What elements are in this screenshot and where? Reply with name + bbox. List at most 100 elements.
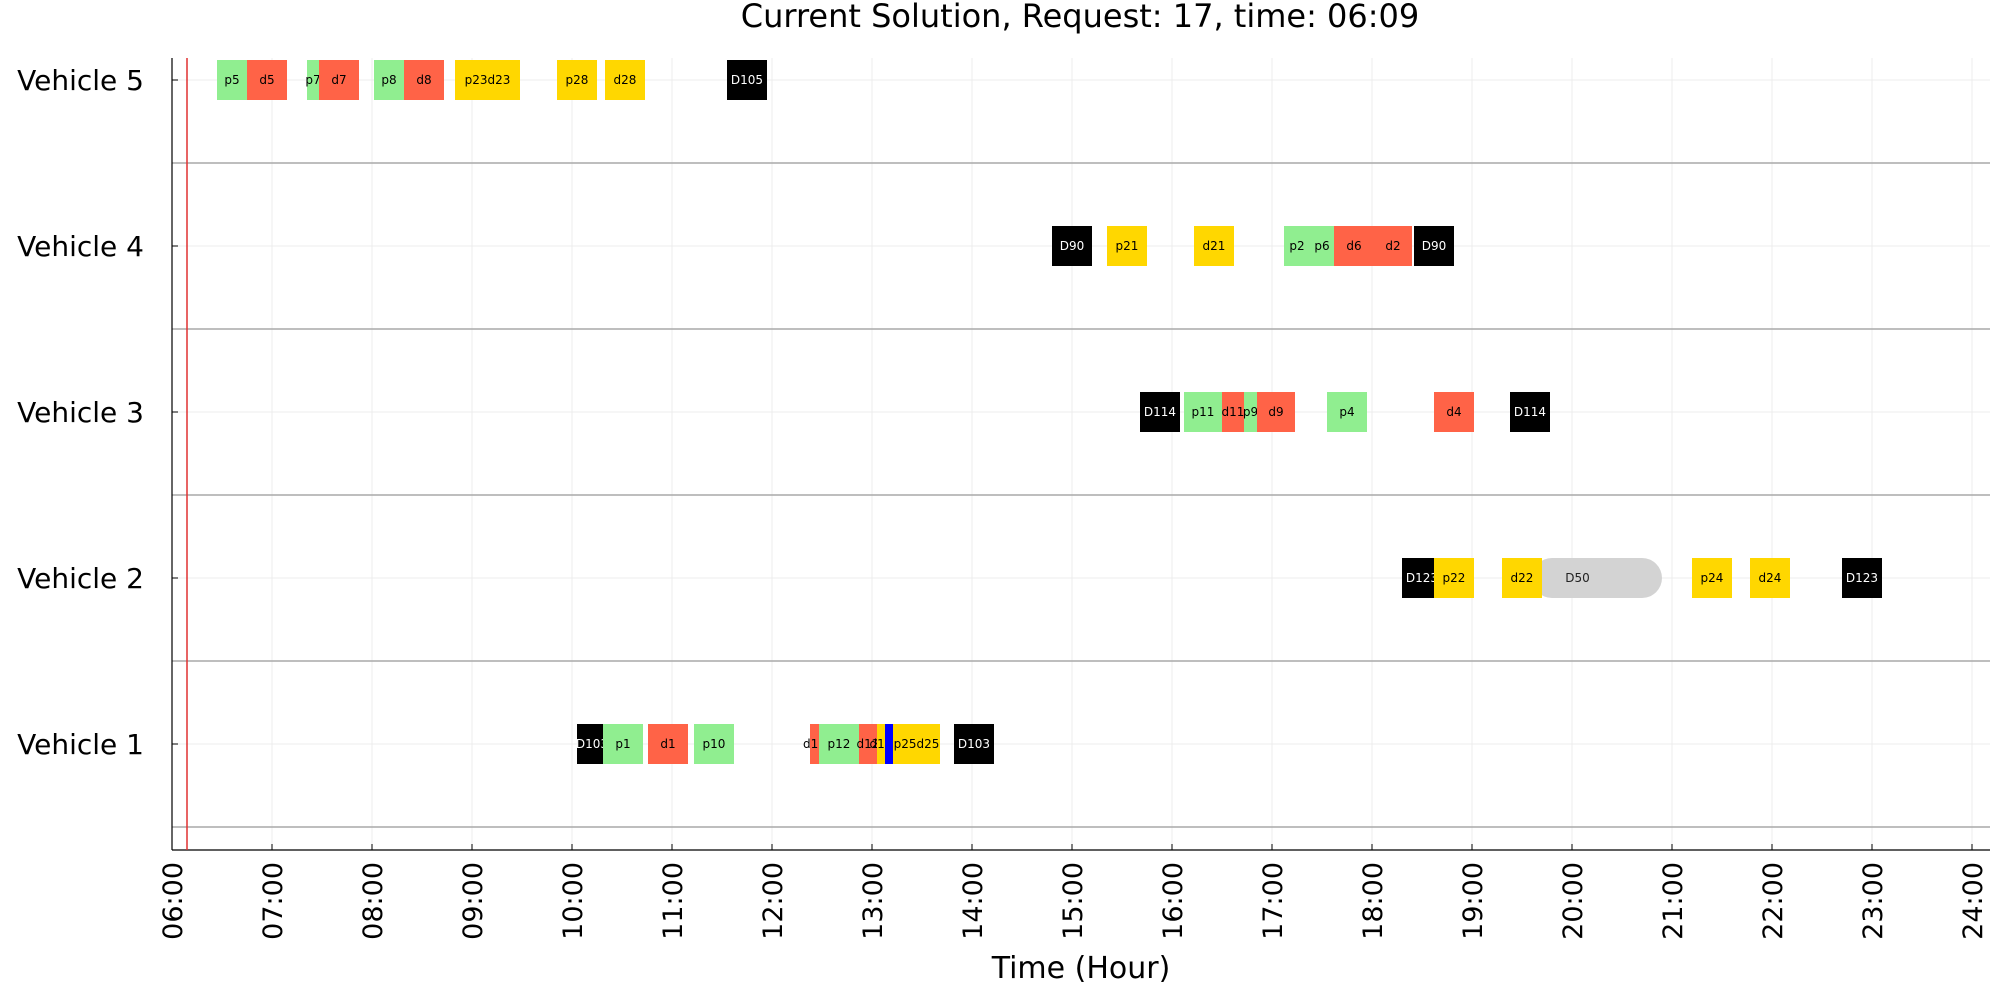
block-p24: p24 [1692,558,1732,598]
block-bar [1244,392,1257,432]
block-label: p8 [381,73,396,87]
block-label: d21 [1203,239,1226,253]
block-bar [885,724,893,764]
block-d50: D50 [1532,558,1662,598]
block-bar [557,60,597,100]
block-d6: d6 [1334,226,1374,266]
block-label: D114 [1144,405,1176,419]
block-p28: p28 [557,60,597,100]
block-p2: p2 [1284,226,1310,266]
block-d24: d24 [1750,558,1790,598]
block-p9: p9 [1243,392,1258,432]
block-bar [1434,558,1474,598]
block-d21: d21 [1194,226,1234,266]
block-label: p6 [1314,239,1329,253]
block-d8: d8 [404,60,444,100]
vehicle-label: Vehicle 5 [17,64,144,97]
block-label: p24 [1701,571,1724,585]
block-label: d9 [1268,405,1283,419]
block-bar [859,724,877,764]
block-label: d1 [660,737,675,751]
block-bar [1052,226,1092,266]
block-bar [307,60,319,100]
block-label: p28 [566,73,589,87]
block-bar [577,724,607,764]
block-d1: d1 [648,724,688,764]
block-label: D123 [1406,571,1438,585]
block-bar [819,724,859,764]
block-label: D103 [958,737,990,751]
block-p23d23: p23d23 [455,60,520,100]
block-label: D105 [731,73,763,87]
block-p10: p10 [694,724,734,764]
block-label: D123 [1846,571,1878,585]
block-p4: p4 [1327,392,1367,432]
block-marker [885,724,893,764]
block-bar [1107,226,1147,266]
x-tick-label: 08:00 [358,862,389,940]
block-label: d8 [416,73,431,87]
block-label: d28 [614,73,637,87]
x-tick-label: 13:00 [858,862,889,940]
x-tick-label: 09:00 [458,862,489,940]
x-tick-label: 22:00 [1758,862,1789,940]
block-label: D114 [1514,405,1546,419]
x-tick-label: 14:00 [958,862,989,940]
block-label: p10 [703,737,726,751]
block-d103: D103 [954,724,994,764]
block-label: p11 [1192,405,1215,419]
block-label: p4 [1339,405,1354,419]
block-label: p7 [305,73,320,87]
x-tick-label: 06:00 [158,862,189,940]
x-tick-label: 10:00 [558,862,589,940]
block-d9: d9 [1257,392,1295,432]
vehicle-labels: Vehicle 5 Vehicle 4 Vehicle 3 Vehicle 2 Vehi… [17,64,144,761]
block-bar [954,724,994,764]
block-p1: p1 [603,724,643,764]
x-tick-label: 17:00 [1258,862,1289,940]
x-tick-label: 12:00 [758,862,789,940]
vehicle-label: Vehicle 4 [17,230,144,263]
block-bar [1692,558,1732,598]
block-p12: p12 [819,724,859,764]
block-bar [1532,558,1662,598]
block-bar [1194,226,1234,266]
x-tick-label: 23:00 [1858,862,1889,940]
block-bar [1334,226,1374,266]
schedule-blocks: p5 d5 p7 d7 p8 d8 p23d23 p28 d28 D105 D90 p21 d21 p2 p… [217,60,1882,764]
block-d7: d7 [319,60,359,100]
x-tick-label: 21:00 [1658,862,1689,940]
block-p5: p5 [217,60,247,100]
block-bar [694,724,734,764]
block-d28: d28 [605,60,645,100]
block-label: d7 [331,73,346,87]
block-label: d2 [1385,239,1400,253]
row-separators [172,162,1990,828]
block-bar [893,724,940,764]
block-bar [1310,226,1334,266]
block-bar [603,724,643,764]
block-bar [1222,392,1244,432]
block-bar [1184,392,1222,432]
block-bar [374,60,404,100]
block-p11: p11 [1184,392,1222,432]
block-bar [648,724,688,764]
block-bar [217,60,247,100]
block-bar [247,60,287,100]
block-label: p23d23 [465,73,511,87]
block-label: p5 [224,73,239,87]
block-bar [1750,558,1790,598]
chart-title: Current Solution, Request: 17, time: 06:… [741,0,1420,35]
x-tick-labels: 06:00 07:00 08:00 09:00 10:00 11:00 12:00 13:00… [158,862,1989,940]
block-bar [877,724,885,764]
x-tick-label: 19:00 [1458,862,1489,940]
block-p21: p21 [1107,226,1147,266]
block-p8: p8 [374,60,404,100]
block-d123: D123 [1842,558,1882,598]
x-tick-label: 18:00 [1358,862,1389,940]
block-d103: D103 [576,724,608,764]
x-tick-label: 24:00 [1958,862,1989,940]
block-bar [727,60,767,100]
block-bar [1257,392,1295,432]
block-label: d11 [1222,405,1245,419]
